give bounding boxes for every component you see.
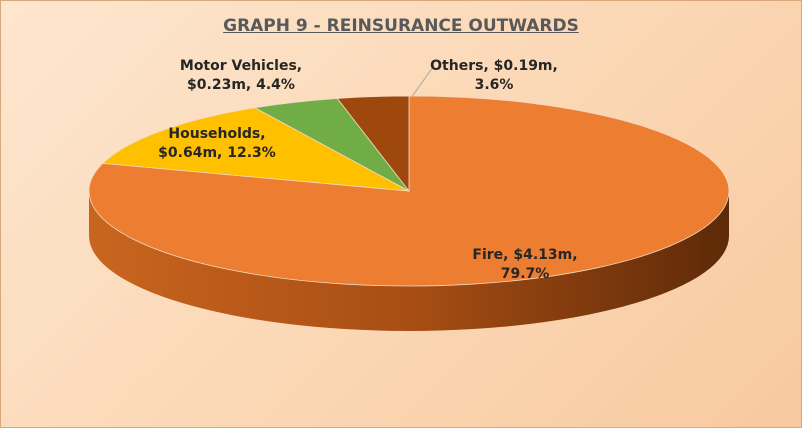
data-label: Others $0.19m 3.6% bbox=[430, 57, 558, 95]
label-part: $0.64m bbox=[158, 145, 222, 161]
pie-side bbox=[89, 191, 729, 331]
label-part: $0.23m bbox=[187, 77, 251, 93]
label-part: $0.19m bbox=[494, 58, 558, 74]
leader-line bbox=[410, 66, 434, 99]
label-part: 12.3% bbox=[227, 145, 276, 161]
label-part: Others bbox=[430, 58, 489, 74]
label-part: $4.13m bbox=[513, 247, 577, 263]
label-part: Fire bbox=[472, 247, 508, 263]
pie-slice bbox=[336, 95, 410, 193]
data-label: Households $0.64m 12.3% bbox=[158, 125, 276, 163]
label-part: 4.4% bbox=[256, 77, 295, 93]
data-label: Motor Vehicles $0.23m 4.4% bbox=[180, 57, 302, 95]
pie-slice bbox=[101, 107, 410, 192]
data-label: Fire $4.13m 79.7% bbox=[472, 246, 577, 284]
chart-title: GRAPH 9 - REINSURANCE OUTWARDS bbox=[223, 16, 579, 36]
label-part: 79.7% bbox=[500, 266, 550, 282]
label-part: Motor Vehicles bbox=[180, 58, 302, 74]
label-part: Households bbox=[168, 126, 265, 142]
label-part: 3.6% bbox=[474, 77, 514, 93]
